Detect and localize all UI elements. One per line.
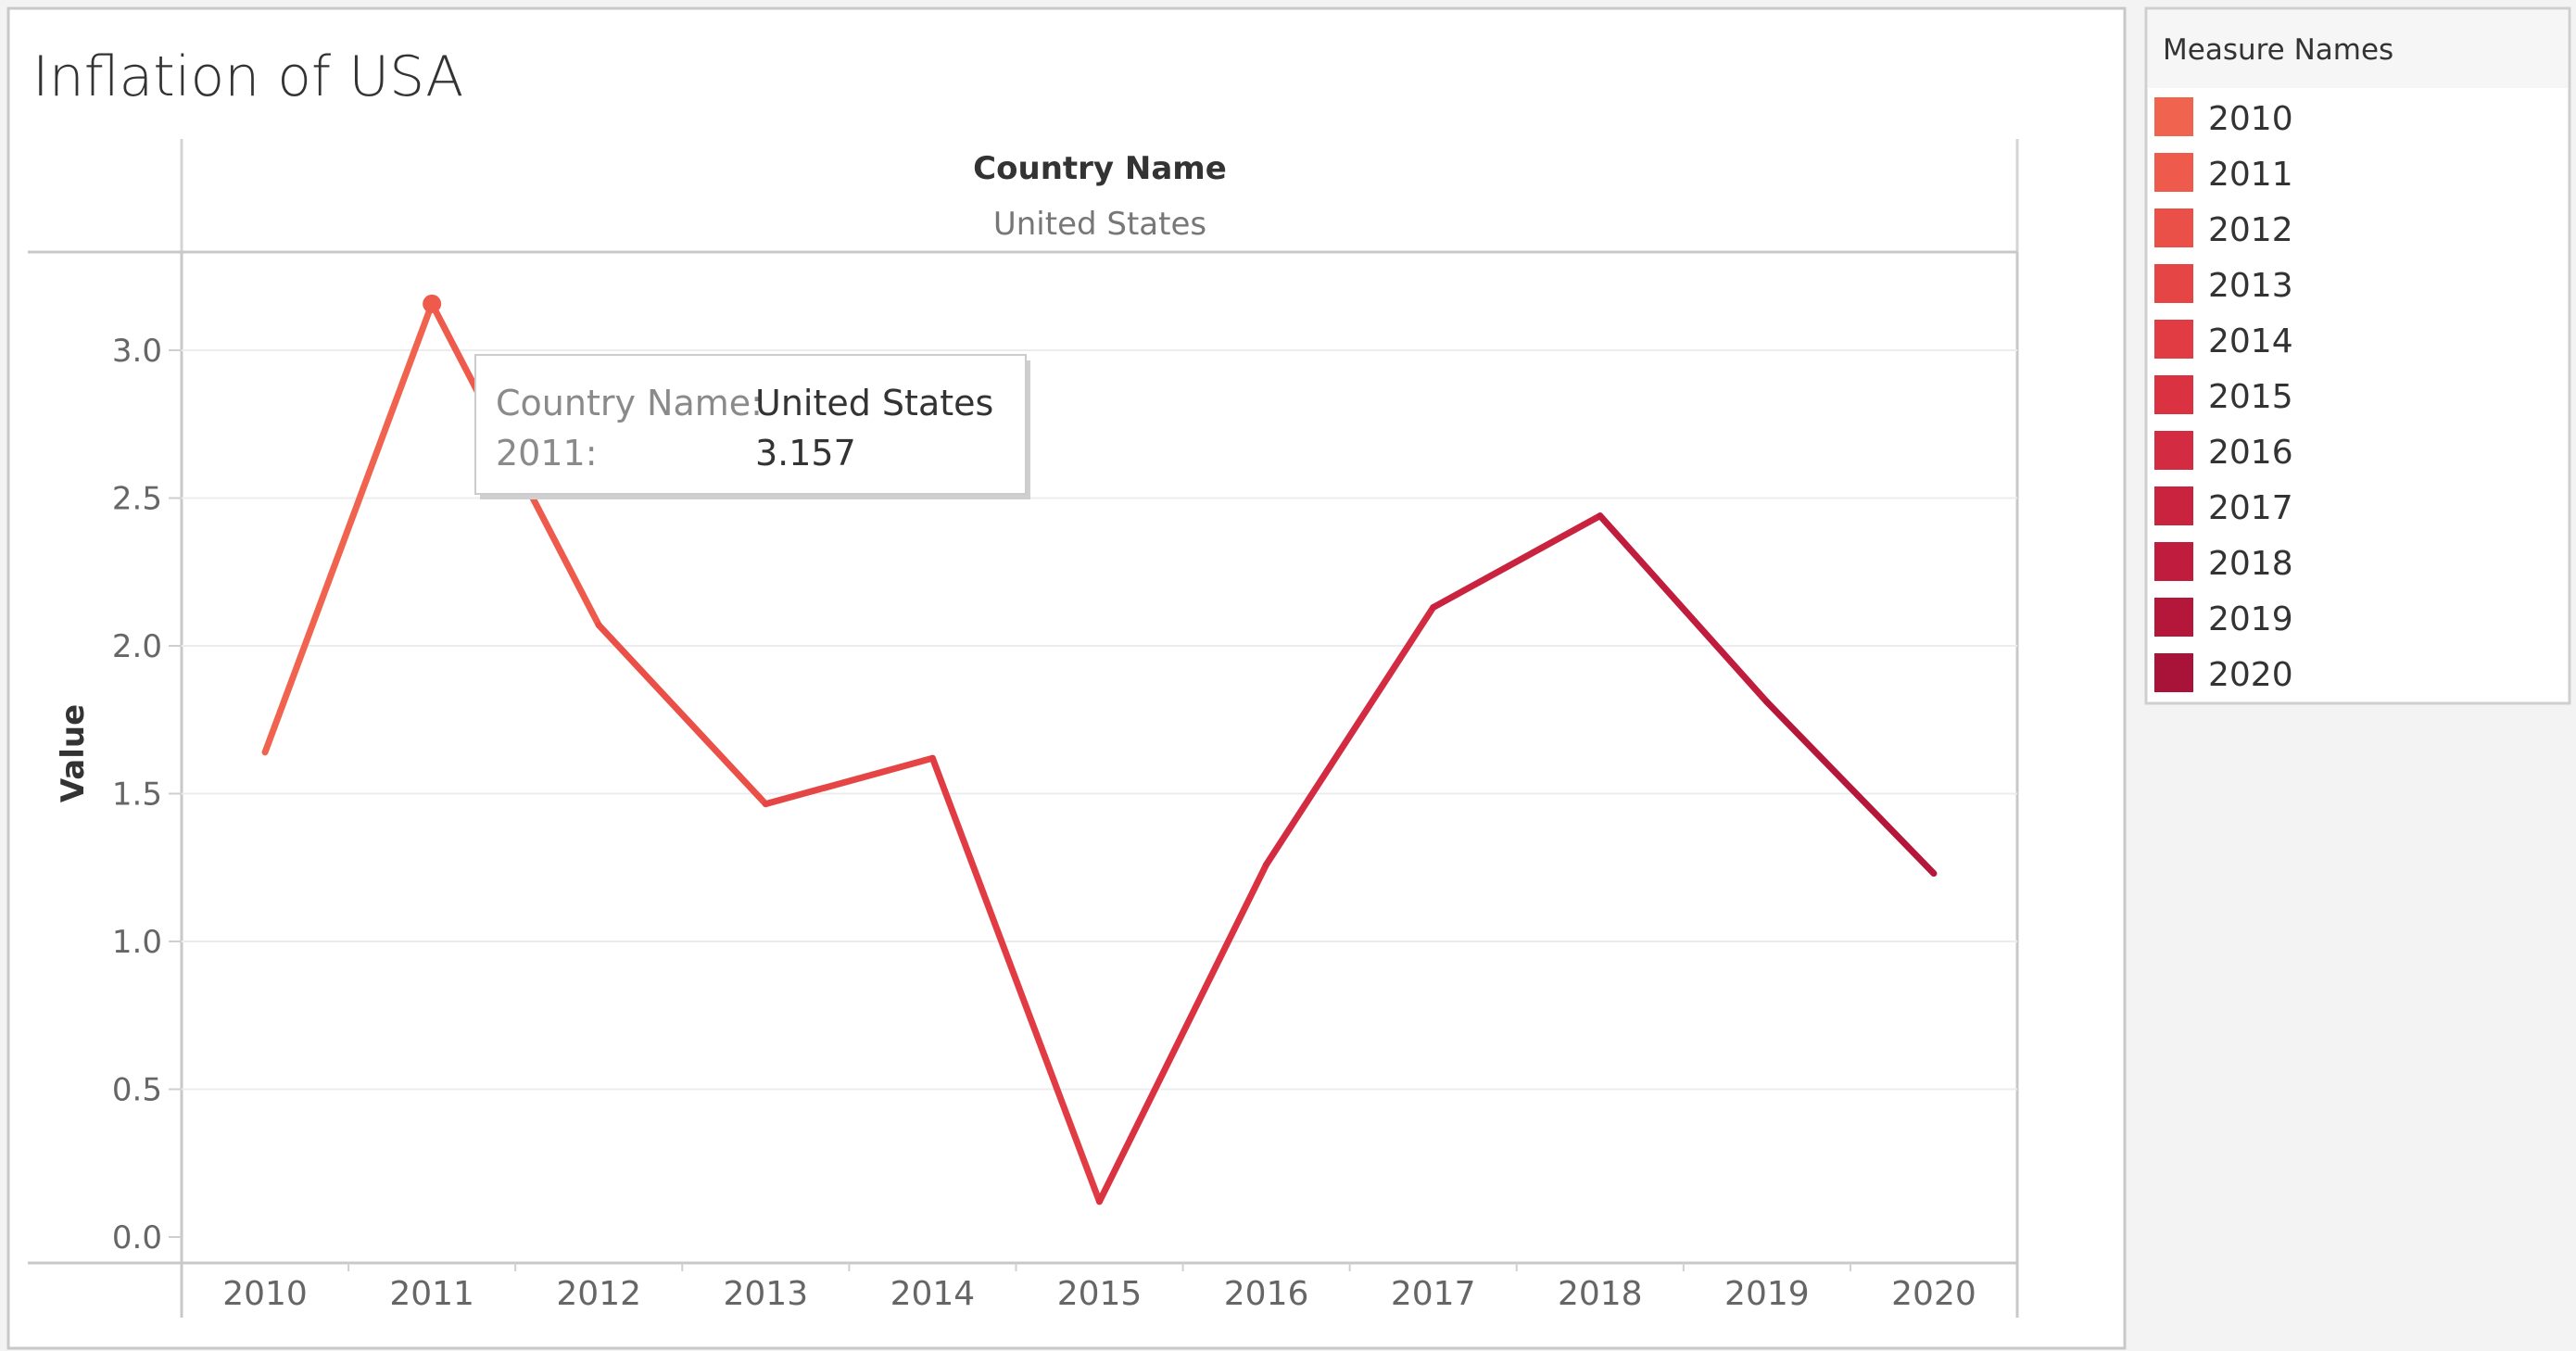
legend-swatch-2018 bbox=[2154, 542, 2193, 581]
y-tick-label: 3.0 bbox=[112, 333, 162, 370]
data-point-2012[interactable] bbox=[594, 621, 603, 630]
x-tick-label: 2010 bbox=[222, 1275, 308, 1313]
tooltip-box bbox=[474, 354, 1027, 495]
column-header-value: United States bbox=[993, 206, 1206, 243]
x-tick-label: 2020 bbox=[1891, 1275, 1976, 1313]
legend-label-2013[interactable]: 2013 bbox=[2208, 267, 2293, 305]
x-tick-label: 2018 bbox=[1558, 1275, 1643, 1313]
line-segment-2012 bbox=[595, 622, 769, 808]
data-point-2011[interactable] bbox=[423, 294, 442, 313]
legend-swatch-2019 bbox=[2154, 598, 2193, 637]
sheet-title: Inflation of USA bbox=[32, 44, 463, 109]
legend-label-2020[interactable]: 2020 bbox=[2208, 656, 2293, 694]
x-axis: 2010 2011 2012 2013 2014 2015 2016 2017 2018 2019… bbox=[222, 1263, 1976, 1313]
sheet-panel bbox=[6, 6, 2127, 1350]
legend-label-2014[interactable]: 2014 bbox=[2208, 322, 2293, 360]
data-point-2013[interactable] bbox=[761, 800, 770, 809]
legend-title: Measure Names bbox=[2163, 33, 2393, 67]
x-tick-label: 2012 bbox=[556, 1275, 641, 1313]
tooltip-row2-label: 2011: bbox=[496, 433, 598, 473]
legend-swatch-2015 bbox=[2154, 375, 2193, 414]
data-point-2010[interactable] bbox=[260, 748, 270, 757]
data-point-2017[interactable] bbox=[1429, 603, 1438, 612]
legend-swatch-2013 bbox=[2154, 264, 2193, 303]
tooltip: Country Name: United States 2011: 3.157 bbox=[474, 354, 1030, 499]
y-tick-label: 0.5 bbox=[112, 1072, 162, 1109]
line-segment-2013 bbox=[762, 754, 936, 808]
line-segment-2019 bbox=[1763, 699, 1938, 878]
column-header-field: Country Name bbox=[973, 150, 1227, 187]
x-tick-label: 2013 bbox=[724, 1275, 809, 1313]
legend-label-2011[interactable]: 2011 bbox=[2208, 156, 2293, 194]
y-tick-label: 1.0 bbox=[112, 924, 162, 961]
legend-label-2019[interactable]: 2019 bbox=[2208, 600, 2293, 638]
line-segment-2017 bbox=[1430, 512, 1604, 612]
y-axis: 0.0 0.5 1.0 1.5 2.0 2.5 3.0 bbox=[112, 333, 182, 1256]
data-point-2014[interactable] bbox=[928, 753, 937, 763]
data-point-2015[interactable] bbox=[1095, 1197, 1105, 1206]
y-tick-label: 2.0 bbox=[112, 628, 162, 665]
legend-swatch-2020 bbox=[2154, 653, 2193, 692]
legend-swatch-2011 bbox=[2154, 153, 2193, 192]
legend-card bbox=[2144, 6, 2571, 705]
legend-swatch-2016 bbox=[2154, 431, 2193, 470]
legend-swatch-2012 bbox=[2154, 208, 2193, 247]
gridlines bbox=[182, 349, 2017, 1091]
line-segment-2015 bbox=[1096, 861, 1270, 1206]
y-axis-title: Value bbox=[55, 704, 92, 802]
legend-label-2015[interactable]: 2015 bbox=[2208, 378, 2293, 416]
data-point-2016[interactable] bbox=[1262, 860, 1271, 869]
legend-items: 2010 2011 2012 2013 2014 2015 2016 2017 2018 2019… bbox=[2154, 97, 2293, 694]
data-point-2019[interactable] bbox=[1762, 698, 1772, 707]
legend-swatch-2010 bbox=[2154, 97, 2193, 136]
legend-swatch-2014 bbox=[2154, 320, 2193, 359]
data-point-2020[interactable] bbox=[1929, 869, 1938, 878]
legend-swatch-2017 bbox=[2154, 486, 2193, 525]
tooltip-row1-value: United States bbox=[755, 383, 993, 423]
line-segment-2016 bbox=[1263, 604, 1437, 868]
legend: Measure Names 20102011201220132014201520… bbox=[2144, 6, 2571, 705]
legend-label-2012[interactable]: 2012 bbox=[2208, 211, 2293, 249]
data-point-2018[interactable] bbox=[1596, 511, 1605, 521]
tooltip-row2-value: 3.157 bbox=[755, 433, 856, 473]
line-segment-2014 bbox=[928, 754, 1103, 1206]
x-tick-label: 2011 bbox=[389, 1275, 474, 1313]
legend-header-bg bbox=[2148, 10, 2568, 88]
legend-label-2010[interactable]: 2010 bbox=[2208, 100, 2293, 138]
x-tick-label: 2016 bbox=[1224, 1275, 1309, 1313]
tooltip-row1-label: Country Name: bbox=[496, 383, 763, 423]
x-tick-label: 2014 bbox=[890, 1275, 976, 1313]
y-tick-label: 0.0 bbox=[112, 1219, 162, 1256]
legend-label-2017[interactable]: 2017 bbox=[2208, 489, 2293, 527]
y-tick-label: 2.5 bbox=[112, 481, 162, 518]
x-tick-label: 2015 bbox=[1057, 1275, 1143, 1313]
line-segment-2018 bbox=[1597, 512, 1771, 706]
x-tick-label: 2019 bbox=[1724, 1275, 1810, 1313]
legend-label-2016[interactable]: 2016 bbox=[2208, 434, 2293, 472]
line-segment-2010 bbox=[261, 300, 436, 756]
y-tick-label: 1.5 bbox=[112, 777, 162, 814]
legend-label-2018[interactable]: 2018 bbox=[2208, 545, 2293, 583]
x-tick-label: 2017 bbox=[1391, 1275, 1476, 1313]
